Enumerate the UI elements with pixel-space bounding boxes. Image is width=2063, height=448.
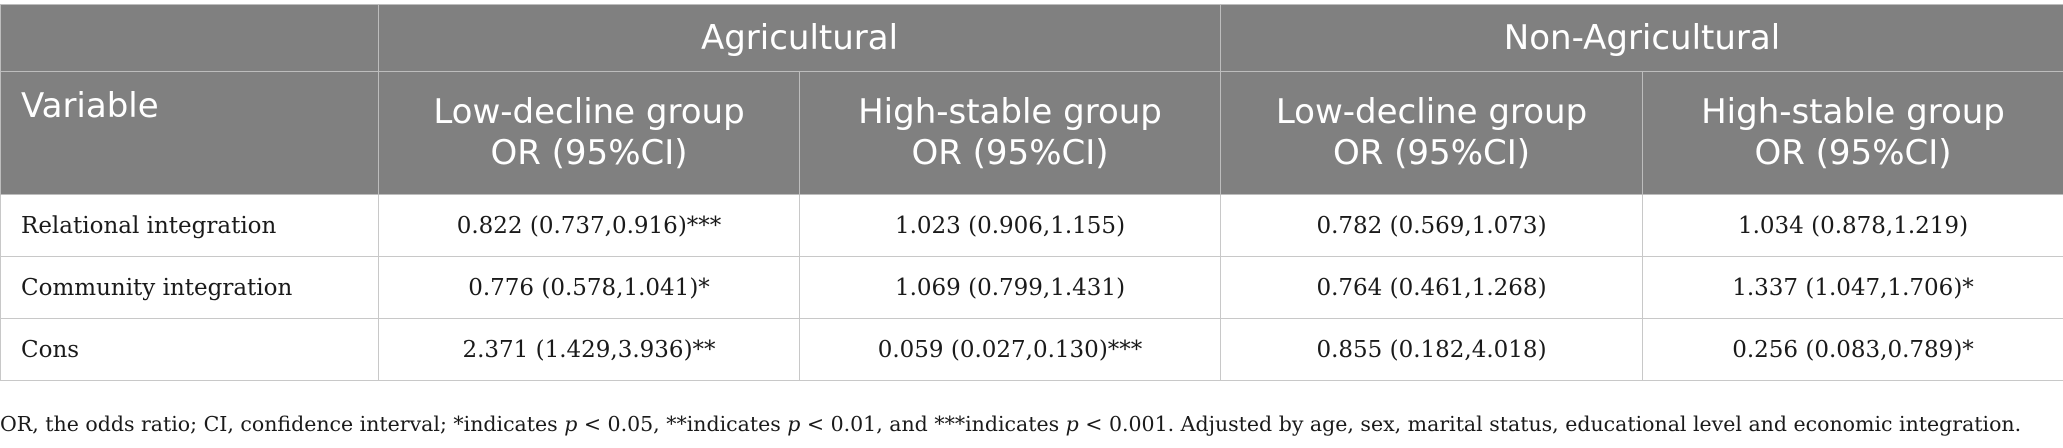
footnote-p-symbol: p	[787, 412, 801, 436]
sub-header-line1: Low-decline group	[433, 92, 745, 132]
results-table-container: Agricultural Non-Agricultural Variable L…	[0, 4, 2063, 381]
value-cell: 0.059 (0.027,0.130)***	[799, 318, 1221, 381]
value-cell: 0.822 (0.737,0.916)***	[378, 194, 800, 257]
value-cell: 1.023 (0.906,1.155)	[799, 194, 1221, 257]
table-footnote: OR, the odds ratio; CI, confidence inter…	[0, 412, 2063, 436]
variable-cell: Cons	[0, 318, 379, 381]
table-row: Community integration 0.776 (0.578,1.041…	[0, 256, 2063, 319]
sub-header-nonagri-low-decline: Low-decline group OR (95%CI)	[1220, 71, 1643, 195]
sub-header-row: Variable Low-decline group OR (95%CI) Hi…	[0, 71, 2063, 195]
group-header-row: Agricultural Non-Agricultural	[0, 4, 2063, 72]
group-header-non-agricultural: Non-Agricultural	[1220, 4, 2063, 72]
value-cell: 0.782 (0.569,1.073)	[1220, 194, 1643, 257]
value-cell: 0.855 (0.182,4.018)	[1220, 318, 1643, 381]
footnote-text-1: OR, the odds ratio; CI, confidence inter…	[0, 412, 565, 436]
variable-cell: Relational integration	[0, 194, 379, 257]
sub-header-line2: OR (95%CI)	[490, 133, 688, 173]
odds-ratio-table: Agricultural Non-Agricultural Variable L…	[0, 4, 2063, 381]
table-row: Relational integration 0.822 (0.737,0.91…	[0, 194, 2063, 257]
value-cell: 1.034 (0.878,1.219)	[1642, 194, 2063, 257]
table-body: Relational integration 0.822 (0.737,0.91…	[0, 194, 2063, 381]
table-header: Agricultural Non-Agricultural Variable L…	[0, 4, 2063, 195]
value-cell: 0.256 (0.083,0.789)*	[1642, 318, 2063, 381]
footnote-text-3: < 0.01, and ***indicates	[800, 412, 1066, 436]
value-cell: 2.371 (1.429,3.936)**	[378, 318, 800, 381]
value-cell: 0.764 (0.461,1.268)	[1220, 256, 1643, 319]
sub-header-agri-low-decline: Low-decline group OR (95%CI)	[378, 71, 800, 195]
sub-header-line1: Low-decline group	[1275, 92, 1588, 132]
sub-header-line2: OR (95%CI)	[1754, 133, 1952, 173]
footnote-text-4: < 0.001. Adjusted by age, sex, marital s…	[1078, 412, 2022, 436]
value-cell: 1.069 (0.799,1.431)	[799, 256, 1221, 319]
variable-header: Variable	[0, 71, 379, 195]
empty-corner-cell	[0, 4, 379, 72]
sub-header-line1: High-stable group	[858, 92, 1162, 132]
sub-header-nonagri-high-stable: High-stable group OR (95%CI)	[1642, 71, 2063, 195]
footnote-p-symbol: p	[1065, 412, 1079, 436]
value-cell: 0.776 (0.578,1.041)*	[378, 256, 800, 319]
variable-cell: Community integration	[0, 256, 379, 319]
value-cell: 1.337 (1.047,1.706)*	[1642, 256, 2063, 319]
footnote-text-2: < 0.05, **indicates	[577, 412, 788, 436]
sub-header-line1: High-stable group	[1701, 92, 2005, 132]
footnote-p-symbol: p	[564, 412, 578, 436]
table-row: Cons 2.371 (1.429,3.936)** 0.059 (0.027,…	[0, 318, 2063, 381]
sub-header-agri-high-stable: High-stable group OR (95%CI)	[799, 71, 1221, 195]
sub-header-line2: OR (95%CI)	[1332, 133, 1531, 173]
group-header-agricultural: Agricultural	[378, 4, 1221, 72]
sub-header-line2: OR (95%CI)	[911, 133, 1109, 173]
